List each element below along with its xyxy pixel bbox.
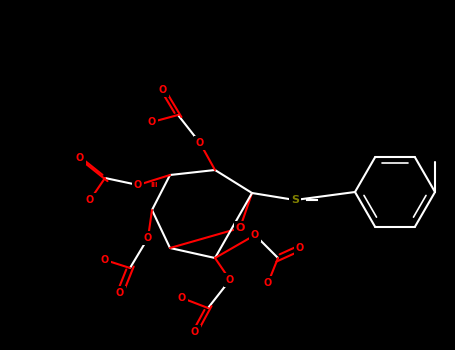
Text: S: S: [291, 195, 299, 205]
Text: O: O: [159, 85, 167, 95]
Text: O: O: [251, 230, 259, 240]
Text: O: O: [134, 180, 142, 190]
Text: O: O: [196, 138, 204, 148]
Text: O: O: [144, 233, 152, 243]
Text: O: O: [178, 293, 186, 303]
Text: O: O: [148, 117, 156, 127]
Text: O: O: [116, 288, 124, 298]
Text: O: O: [101, 255, 109, 265]
Text: III: III: [150, 182, 157, 188]
Text: O: O: [296, 243, 304, 253]
Text: O: O: [191, 327, 199, 337]
Text: O: O: [86, 195, 94, 205]
Text: O: O: [235, 223, 245, 233]
Text: O: O: [226, 275, 234, 285]
Text: O: O: [264, 278, 272, 288]
Text: O: O: [76, 153, 84, 163]
